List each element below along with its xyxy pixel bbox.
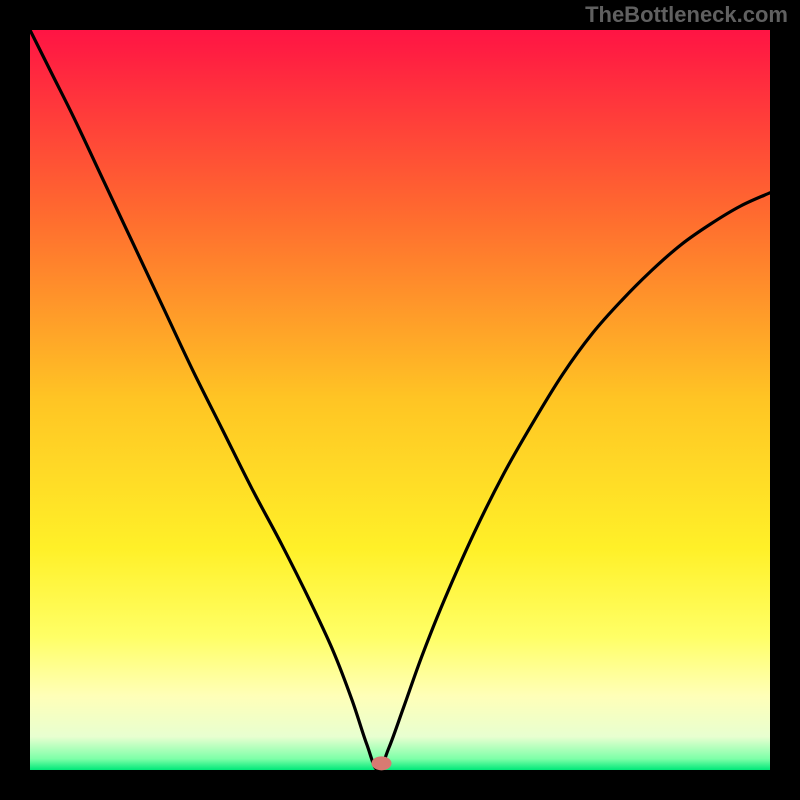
bottleneck-chart: TheBottleneck.com — [0, 0, 800, 800]
chart-container: TheBottleneck.com — [0, 0, 800, 800]
plot-area — [30, 30, 770, 770]
watermark-text: TheBottleneck.com — [585, 2, 788, 27]
optimal-point-marker — [372, 756, 392, 770]
